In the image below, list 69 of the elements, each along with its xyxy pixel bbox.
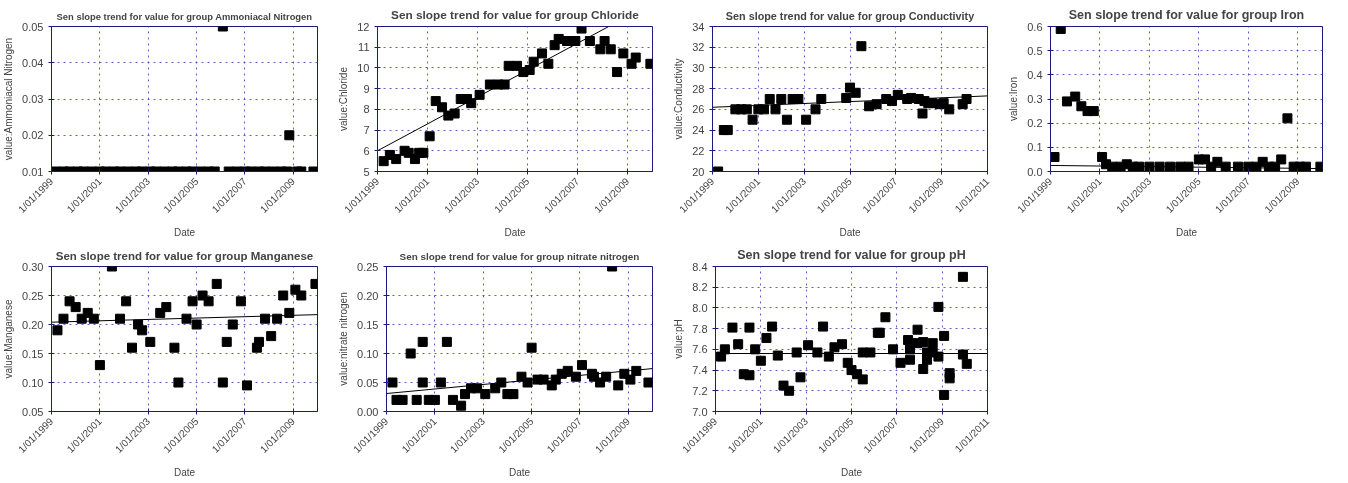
y-tick-label: 7.6 — [692, 343, 708, 356]
x-axis-title: Date — [508, 466, 531, 478]
y-tick-label: 20 — [692, 165, 705, 178]
y-tick-label: 6 — [363, 144, 370, 157]
y-tick-label: 0.20 — [357, 289, 379, 302]
y-tick-label: 0.20 — [22, 318, 44, 331]
y-tick-label: 0.15 — [22, 347, 44, 360]
y-tick-label: 0.05 — [357, 376, 379, 389]
y-tick-label: 0.0 — [1027, 165, 1043, 178]
y-axis-title: value:Manganese — [3, 299, 15, 379]
y-tick-label: 10 — [357, 61, 370, 74]
y-axis-title: value:Conductivity — [673, 58, 685, 140]
y-tick-label: 28 — [692, 82, 705, 95]
y-tick-label: 0.4 — [1027, 68, 1043, 81]
y-tick-label: 0.02 — [22, 129, 44, 142]
chart-title: Sen slope trend for value for group Ammoniacal Nitrogen — [56, 10, 313, 22]
x-axis-title: Date — [840, 466, 863, 478]
y-tick-label: 0.5 — [1027, 44, 1043, 57]
y-tick-label: 24 — [692, 124, 705, 137]
y-tick-label: 5 — [363, 165, 370, 178]
y-tick-label: 7 — [363, 124, 370, 137]
x-axis-title: Date — [173, 226, 196, 238]
y-tick-label: 7.2 — [692, 384, 708, 397]
y-tick-label: 0.15 — [357, 318, 379, 331]
x-axis-title: Date — [839, 226, 861, 238]
chart-title: Sen slope trend for value for group Manganese — [55, 249, 314, 262]
y-tick-label: 0.10 — [22, 376, 44, 389]
y-tick-label: 0.6 — [1027, 20, 1043, 33]
y-tick-label: 7.8 — [692, 322, 708, 335]
y-tick-label: 0.10 — [357, 347, 379, 360]
chart-title: Sen slope trend for value for group nitrate nitrogen — [399, 250, 640, 262]
y-tick-label: 8.4 — [692, 260, 708, 273]
y-axis-title: value:nitrate nitrogen — [338, 292, 350, 386]
y-axis-title: value:Iron — [1008, 77, 1020, 121]
y-tick-label: 0.1 — [1027, 141, 1043, 154]
y-tick-label: 12 — [357, 20, 370, 33]
y-tick-label: 34 — [692, 20, 705, 33]
y-tick-label: 0.03 — [22, 93, 44, 105]
x-axis-title: Date — [173, 466, 196, 478]
chart-title: Sen slope trend for value for group pH — [737, 247, 966, 262]
y-tick-label: 0.01 — [22, 165, 44, 178]
y-tick-label: 11 — [358, 41, 370, 54]
x-axis-title: Date — [1175, 226, 1198, 238]
y-tick-label: 8.2 — [692, 281, 708, 294]
y-tick-label: 0.25 — [22, 289, 44, 302]
x-axis-title: Date — [504, 226, 526, 238]
y-tick-label: 0.00 — [357, 405, 379, 418]
y-tick-label: 9 — [363, 82, 370, 95]
y-tick-label: 8.0 — [692, 301, 708, 314]
y-tick-label: 26 — [692, 103, 705, 116]
y-tick-label: 0.3 — [1027, 93, 1043, 105]
y-tick-label: 0.04 — [22, 56, 44, 69]
y-tick-label: 0.05 — [22, 405, 44, 418]
y-tick-label: 8 — [363, 103, 370, 116]
chart-title: Sen slope trend for value for group Iron — [1068, 7, 1305, 22]
y-tick-label: 22 — [692, 144, 705, 157]
y-axis-title: value:pH — [673, 319, 685, 359]
y-tick-label: 0.05 — [22, 20, 44, 33]
chart-title: Sen slope trend for value for group Chloride — [391, 7, 640, 22]
y-tick-label: 0.25 — [357, 260, 379, 273]
y-axis-title: value:Chloride — [338, 66, 350, 131]
y-tick-label: 7.0 — [692, 405, 708, 418]
y-tick-label: 30 — [692, 61, 705, 74]
chart-title: Sen slope trend for value for group Conductivity — [725, 9, 975, 22]
y-tick-label: 0.2 — [1027, 117, 1043, 130]
y-tick-label: 0.30 — [22, 260, 44, 273]
y-tick-label: 7.4 — [692, 364, 708, 377]
y-tick-label: 32 — [692, 41, 705, 54]
y-axis-title: value:Ammoniacal Nitrogen — [3, 37, 15, 161]
